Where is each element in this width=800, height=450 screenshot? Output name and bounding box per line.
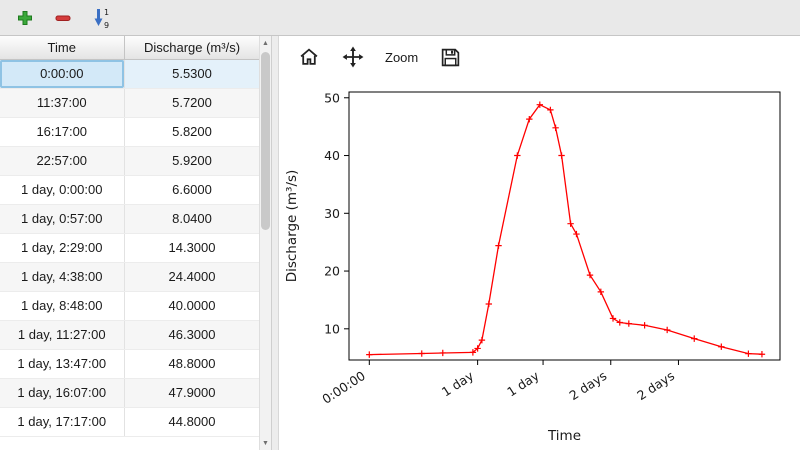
plus-icon [18, 10, 32, 25]
svg-text:50: 50 [324, 90, 340, 105]
time-cell[interactable]: 1 day, 4:38:00 [0, 262, 125, 292]
discharge-plot[interactable]: 10 20 30 40 50 0:00:00 1 day 1 day 2 days 2 days T… [279, 78, 800, 450]
time-series-table: Time Discharge (m³/s) 0:00:00 5.5300 11:37… [0, 36, 259, 450]
home-button[interactable] [295, 43, 323, 71]
discharge-cell[interactable]: 14.3000 [124, 233, 259, 263]
svg-text:1 day: 1 day [439, 368, 477, 400]
table-row[interactable]: 16:17:00 5.8200 [0, 117, 259, 147]
time-cell[interactable]: 16:17:00 [0, 117, 125, 147]
svg-text:30: 30 [324, 206, 340, 221]
save-plot-button[interactable] [436, 43, 464, 71]
discharge-cell[interactable]: 48.8000 [124, 349, 259, 379]
time-cell[interactable]: 1 day, 0:00:00 [0, 175, 125, 205]
plot-panel: Zoom 10 20 30 40 50 0:00:00 1 day 1 day 2 days 2 … [279, 36, 800, 450]
home-icon [300, 48, 318, 65]
save-icon [441, 48, 459, 66]
time-cell[interactable]: 1 day, 17:17:00 [0, 407, 125, 437]
time-cell[interactable]: 1 day, 2:29:00 [0, 233, 125, 263]
minus-icon [55, 15, 71, 21]
table-row[interactable]: 1 day, 11:27:00 46.3000 [0, 320, 259, 350]
svg-text:Time: Time [547, 428, 581, 444]
svg-text:2 days: 2 days [566, 368, 609, 403]
table-row[interactable]: 1 day, 0:00:00 6.6000 [0, 175, 259, 205]
svg-text:1 day: 1 day [504, 368, 542, 400]
add-row-button[interactable] [12, 5, 38, 31]
discharge-cell[interactable]: 5.9200 [124, 146, 259, 176]
svg-text:20: 20 [324, 264, 340, 279]
sort-1-9-icon: 1 9 [94, 8, 109, 29]
plot-toolbar: Zoom [279, 36, 800, 78]
discharge-cell[interactable]: 5.5300 [124, 59, 259, 89]
svg-text:2 days: 2 days [634, 368, 677, 403]
scrollbar-thumb[interactable] [261, 52, 270, 230]
discharge-cell[interactable]: 24.4000 [124, 262, 259, 292]
time-cell[interactable]: 1 day, 16:07:00 [0, 378, 125, 408]
discharge-cell[interactable]: 8.0400 [124, 204, 259, 234]
svg-text:10: 10 [324, 321, 340, 336]
time-cell[interactable]: 1 day, 0:57:00 [0, 204, 125, 234]
scroll-up-icon[interactable]: ▲ [262, 39, 269, 47]
scroll-down-icon[interactable]: ▼ [262, 439, 269, 447]
column-header-time[interactable]: Time [0, 36, 125, 60]
remove-row-button[interactable] [50, 5, 76, 31]
table-row[interactable]: 22:57:00 5.9200 [0, 146, 259, 176]
sort-bottom-digit: 9 [104, 21, 109, 29]
svg-text:0:00:00: 0:00:00 [319, 368, 368, 407]
table-row[interactable]: 1 day, 13:47:00 48.8000 [0, 349, 259, 379]
table-row[interactable]: 11:37:00 5.7200 [0, 88, 259, 118]
pan-icon [342, 46, 364, 68]
discharge-cell[interactable]: 47.9000 [124, 378, 259, 408]
sort-rows-button[interactable]: 1 9 [88, 5, 114, 31]
table-row[interactable]: 1 day, 2:29:00 14.3000 [0, 233, 259, 263]
zoom-button[interactable]: Zoom [383, 43, 420, 71]
time-cell[interactable]: 11:37:00 [0, 88, 125, 118]
column-header-discharge[interactable]: Discharge (m³/s) [123, 36, 259, 60]
table-row[interactable]: 1 day, 0:57:00 8.0400 [0, 204, 259, 234]
svg-text:Discharge (m³/s): Discharge (m³/s) [284, 170, 300, 283]
sort-top-digit: 1 [104, 8, 109, 17]
time-series-table-body: 0:00:00 5.5300 11:37:00 5.7200 16:17:00 5.820… [0, 59, 259, 437]
time-cell[interactable]: 1 day, 8:48:00 [0, 291, 125, 321]
svg-text:40: 40 [324, 148, 340, 163]
time-series-table-panel: Time Discharge (m³/s) 0:00:00 5.5300 11:37… [0, 36, 272, 450]
panel-splitter[interactable] [272, 36, 279, 450]
table-row[interactable]: 1 day, 4:38:00 24.4000 [0, 262, 259, 292]
discharge-cell[interactable]: 46.3000 [124, 320, 259, 350]
table-row[interactable]: 0:00:00 5.5300 [0, 59, 259, 89]
discharge-cell[interactable]: 40.0000 [124, 291, 259, 321]
discharge-cell[interactable]: 5.7200 [124, 88, 259, 118]
time-cell[interactable]: 1 day, 11:27:00 [0, 320, 125, 350]
discharge-cell[interactable]: 5.8200 [124, 117, 259, 147]
table-scrollbar[interactable]: ▲ ▼ [259, 36, 271, 450]
time-cell[interactable]: 0:00:00 [0, 59, 125, 89]
main-toolbar: 1 9 [0, 0, 800, 36]
time-cell[interactable]: 22:57:00 [0, 146, 125, 176]
table-row[interactable]: 1 day, 17:17:00 44.8000 [0, 407, 259, 437]
scrollbar-track[interactable] [260, 50, 271, 436]
time-cell[interactable]: 1 day, 13:47:00 [0, 349, 125, 379]
discharge-cell[interactable]: 44.8000 [124, 407, 259, 437]
discharge-cell[interactable]: 6.6000 [124, 175, 259, 205]
pan-button[interactable] [339, 43, 367, 71]
main-content: Time Discharge (m³/s) 0:00:00 5.5300 11:37… [0, 36, 800, 450]
table-row[interactable]: 1 day, 8:48:00 40.0000 [0, 291, 259, 321]
table-row[interactable]: 1 day, 16:07:00 47.9000 [0, 378, 259, 408]
